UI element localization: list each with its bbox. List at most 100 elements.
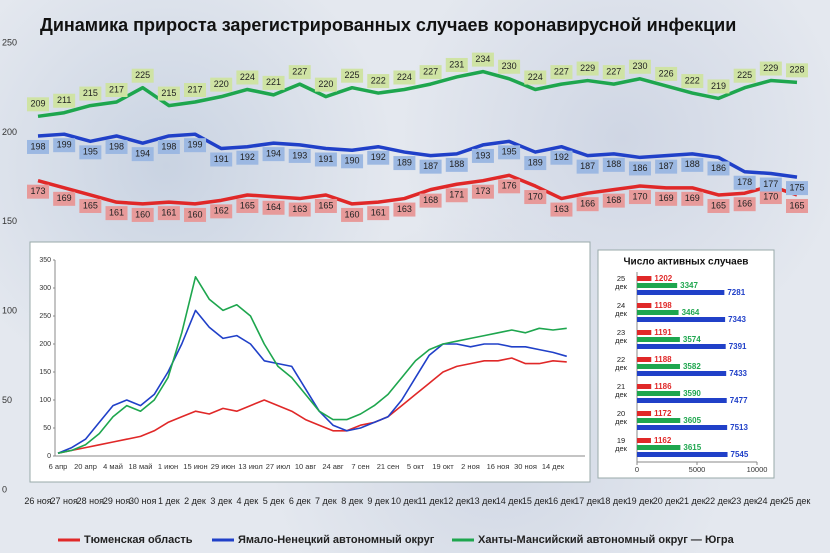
x-tick-label: 18 май (129, 462, 153, 471)
data-label: 1162 (654, 436, 672, 445)
x-tick-label: 22 дек (705, 496, 732, 506)
x-tick-label: 11 дек (417, 496, 444, 506)
label-box (655, 191, 678, 206)
label-box (786, 198, 808, 213)
x-tick-label: 24 авг (322, 462, 344, 471)
x-tick-label: 18 дек (600, 496, 628, 506)
label-box (550, 65, 573, 80)
bar (637, 391, 681, 396)
x-tick-label: 23 дек (731, 496, 758, 506)
data-label: 215 (161, 88, 176, 98)
label-box (262, 200, 285, 215)
x-tick-label: 28 ноя (76, 496, 105, 506)
data-label: 166 (737, 199, 752, 209)
data-label: 3582 (683, 362, 701, 371)
y-tick-label: 22 дек (615, 355, 627, 372)
x-tick-label: 9 дек (367, 496, 390, 506)
x-tick-label: 17 дек (574, 496, 601, 506)
data-label: 211 (57, 95, 71, 105)
label-box (628, 190, 651, 205)
x-tick-label: 21 сен (377, 462, 400, 471)
data-label: 199 (57, 140, 72, 150)
label-box (681, 191, 704, 206)
label-box (288, 202, 311, 217)
line (57, 357, 567, 454)
data-label: 230 (632, 61, 647, 71)
x-tick-label: 20 дек (652, 496, 680, 506)
label-box (419, 65, 442, 80)
label-box (655, 159, 678, 174)
data-label: 217 (188, 84, 203, 94)
bar (637, 438, 651, 443)
data-label: 160 (345, 209, 360, 219)
data-label: 187 (423, 161, 438, 171)
data-label: 7281 (727, 288, 745, 297)
data-label: 169 (685, 193, 700, 203)
y-tick-label: 250 (2, 37, 17, 47)
x-tick-label: 12 дек (443, 496, 471, 506)
x-tick-label: 25 дек (783, 496, 811, 506)
inset-panel (29, 241, 591, 483)
inset-panel (597, 249, 775, 479)
label-box (341, 154, 364, 169)
label-box (786, 63, 808, 78)
label-box (236, 150, 259, 165)
y-tick-label: 20 дек (615, 409, 627, 426)
x-tick-label: 0 (635, 465, 639, 474)
y-tick-label: 23 дек (615, 328, 627, 345)
x-tick-label: 16 дек (548, 496, 575, 506)
bar (637, 357, 652, 362)
data-label: 164 (266, 202, 281, 212)
data-label: 227 (606, 66, 621, 76)
data-label: 194 (135, 149, 150, 159)
x-tick-label: 5000 (689, 465, 706, 474)
line (57, 309, 567, 454)
x-tick-label: 15 июн (183, 462, 207, 471)
bar (637, 384, 652, 389)
data-label: 198 (161, 141, 176, 151)
y-tick-label: 200 (39, 341, 51, 348)
data-label: 168 (606, 195, 621, 205)
data-label: 224 (240, 72, 255, 82)
x-tick-label: 14 дек (542, 462, 565, 471)
label-box (157, 139, 180, 154)
label-box (576, 159, 599, 174)
data-label: 160 (188, 209, 203, 219)
data-label: 193 (292, 150, 307, 160)
bar (637, 303, 652, 308)
data-label: 188 (685, 159, 700, 169)
data-label: 186 (632, 163, 647, 173)
data-label: 190 (345, 156, 360, 166)
label-box (498, 59, 521, 74)
label-box (341, 207, 364, 222)
label-box (786, 181, 808, 196)
data-label: 165 (83, 200, 98, 210)
x-tick-label: 10 дек (391, 496, 418, 506)
label-box (602, 65, 625, 80)
data-label: 160 (135, 209, 150, 219)
data-label: 163 (397, 204, 412, 214)
data-label: 198 (30, 141, 45, 151)
label-box (27, 184, 49, 199)
label-box (53, 191, 76, 206)
data-label: 171 (449, 190, 464, 200)
data-label: 1172 (654, 409, 672, 418)
data-label: 173 (30, 186, 45, 196)
data-label: 225 (345, 70, 360, 80)
label-box (105, 139, 128, 154)
y-tick-label: 350 (39, 257, 51, 264)
line (57, 276, 567, 454)
y-tick-label: 100 (39, 397, 51, 404)
label-box (576, 197, 599, 212)
data-label: 7477 (730, 396, 748, 405)
line (37, 132, 798, 179)
bar (637, 290, 725, 295)
data-label: 193 (475, 150, 490, 160)
data-label: 195 (502, 147, 517, 157)
data-label: 187 (659, 161, 674, 171)
label-box (471, 184, 494, 199)
label-box (602, 157, 625, 172)
label-box (628, 161, 651, 176)
label-box (471, 148, 494, 163)
data-label: 186 (711, 163, 726, 173)
